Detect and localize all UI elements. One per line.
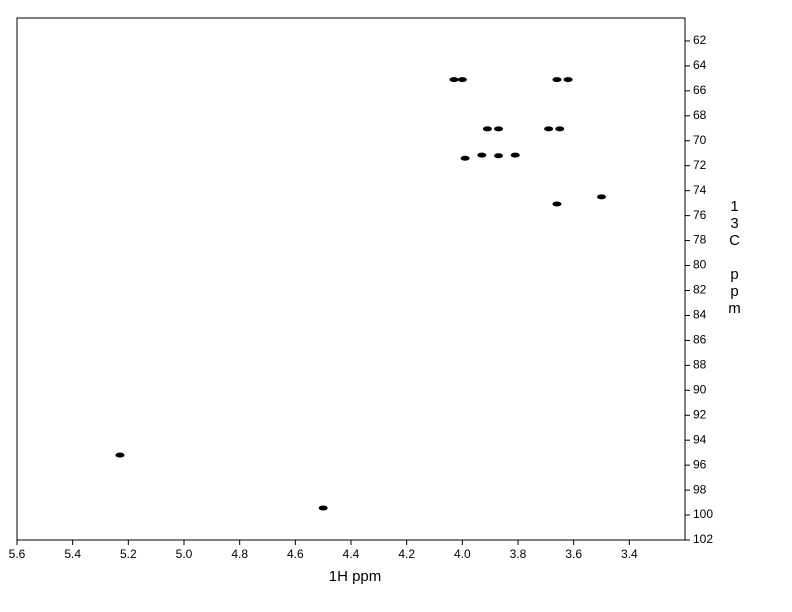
y-tick-label: 64 xyxy=(693,58,707,72)
y-tick-label: 74 xyxy=(693,183,707,197)
y-tick-label: 92 xyxy=(693,407,707,421)
y-tick-label: 98 xyxy=(693,482,707,496)
x-axis-title: 1H ppm xyxy=(329,568,382,585)
peak xyxy=(544,126,554,132)
y-tick-label: 84 xyxy=(693,308,707,322)
y-tick-label: 80 xyxy=(693,258,707,272)
peak xyxy=(449,77,459,83)
y-axis-title: 13C ppm xyxy=(726,198,743,317)
x-tick-label: 3.6 xyxy=(565,547,582,561)
y-tick-label: 78 xyxy=(693,233,707,247)
peak xyxy=(552,201,562,207)
x-tick-label: 4.6 xyxy=(287,547,304,561)
peak xyxy=(318,505,328,511)
peak xyxy=(510,152,520,158)
plot-frame xyxy=(16,17,686,541)
peak xyxy=(555,126,565,132)
y-tick-label: 90 xyxy=(693,382,707,396)
y-tick-label: 86 xyxy=(693,333,707,347)
x-tick-label: 5.2 xyxy=(120,547,137,561)
y-tick-label: 70 xyxy=(693,133,707,147)
peak xyxy=(494,153,504,159)
x-tick-label: 5.0 xyxy=(176,547,193,561)
peak xyxy=(482,126,492,132)
y-tick-label: 72 xyxy=(693,158,707,172)
x-tick-label: 3.8 xyxy=(510,547,527,561)
y-tick-label: 82 xyxy=(693,283,707,297)
peak xyxy=(460,155,470,161)
x-tick-label: 4.4 xyxy=(343,547,360,561)
y-tick-label: 100 xyxy=(693,507,713,521)
peak xyxy=(115,452,125,458)
peak xyxy=(477,152,487,158)
y-tick-label: 96 xyxy=(693,457,707,471)
peak xyxy=(563,77,573,83)
peak xyxy=(494,126,504,132)
y-tick-label: 68 xyxy=(693,108,707,122)
y-tick-label: 102 xyxy=(693,532,713,546)
y-tick-label: 94 xyxy=(693,432,707,446)
x-tick-label: 5.4 xyxy=(64,547,81,561)
y-tick-label: 62 xyxy=(693,33,707,47)
x-tick-label: 4.0 xyxy=(454,547,471,561)
x-tick-label: 5.6 xyxy=(9,547,26,561)
x-tick-label: 4.2 xyxy=(398,547,415,561)
y-tick-label: 66 xyxy=(693,83,707,97)
x-tick-label: 3.4 xyxy=(621,547,638,561)
y-tick-label: 76 xyxy=(693,208,707,222)
peak xyxy=(457,77,467,83)
peak xyxy=(552,77,562,83)
y-tick-label: 88 xyxy=(693,358,707,372)
x-tick-label: 4.8 xyxy=(231,547,248,561)
peak xyxy=(597,194,606,200)
